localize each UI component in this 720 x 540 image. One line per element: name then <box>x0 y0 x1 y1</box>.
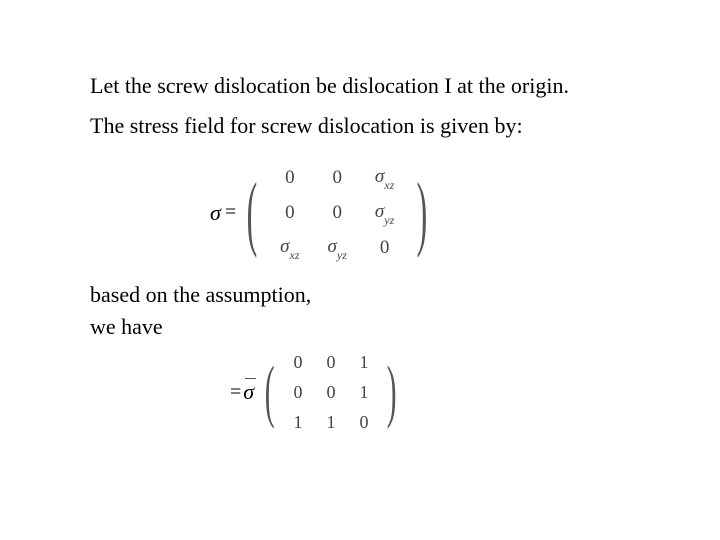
m2-r1c2: 0 <box>314 347 347 377</box>
m1-r1c3: σxz <box>361 160 408 195</box>
m2-r2c3: 1 <box>347 377 380 407</box>
intro-line-1: Let the screw dislocation be dislocation… <box>90 70 630 102</box>
m1-r3c1: σxz <box>266 230 313 265</box>
sigma-bar-symbol: σ <box>243 376 258 408</box>
right-paren-icon: ) <box>417 171 428 255</box>
stress-matrix: 0 0 σxz 0 0 σyz σxz σyz 0 <box>266 160 408 266</box>
m2-r3c1: 1 <box>281 407 314 437</box>
m1-r3c2: σyz <box>314 230 361 265</box>
left-paren-2-icon: ( <box>265 357 275 427</box>
assumption-line-1: based on the assumption, <box>90 279 630 311</box>
equation-2: = σ ( 0 0 1 0 0 1 1 1 <box>230 347 630 437</box>
slide-content: Let the screw dislocation be dislocation… <box>0 0 720 437</box>
m1-r1c1: 0 <box>266 160 313 195</box>
m1-r2c3: σyz <box>361 195 408 230</box>
m2-r1c1: 0 <box>281 347 314 377</box>
equation-1: σ = ( 0 0 σxz 0 0 σyz σxz <box>210 160 630 266</box>
right-paren-2-icon: ) <box>387 357 397 427</box>
equals-sign: = <box>225 198 238 227</box>
intro-line-2: The stress field for screw dislocation i… <box>90 110 630 142</box>
m1-r2c1: 0 <box>266 195 313 230</box>
m1-r2c2: 0 <box>314 195 361 230</box>
m2-r2c1: 0 <box>281 377 314 407</box>
left-paren-icon: ( <box>247 171 258 255</box>
m2-r2c2: 0 <box>314 377 347 407</box>
sigma-symbol: σ <box>210 197 225 229</box>
assumption-line-2: we have <box>90 311 630 343</box>
m1-r1c2: 0 <box>314 160 361 195</box>
m2-r3c3: 0 <box>347 407 380 437</box>
equals-sign-2: = <box>230 378 243 407</box>
m1-r3c3: 0 <box>361 230 408 265</box>
m2-r3c2: 1 <box>314 407 347 437</box>
unit-matrix: 0 0 1 0 0 1 1 1 0 <box>281 347 380 437</box>
m2-r1c3: 1 <box>347 347 380 377</box>
